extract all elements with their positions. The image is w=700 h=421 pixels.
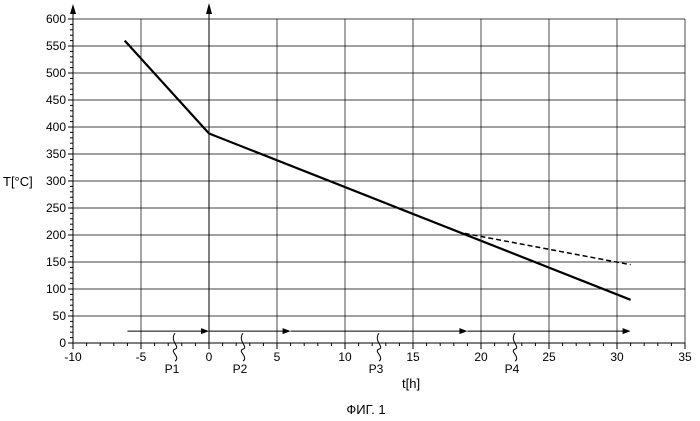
y-tick-label: 450 [46, 93, 66, 107]
x-axis-label: t[h] [402, 376, 420, 391]
period-brace [377, 333, 380, 361]
ticks: -10-505101520253035050100150200250300350… [46, 12, 692, 364]
period-label: P2 [233, 362, 248, 376]
y-tick-label: 400 [46, 120, 66, 134]
period-arrowhead-icon [283, 328, 291, 334]
x-tick-label: 20 [474, 350, 488, 364]
x-tick-label: 35 [678, 350, 692, 364]
figure-caption: ФИГ. 1 [346, 402, 385, 417]
series-line-solid [125, 41, 631, 300]
y-tick-label: 500 [46, 66, 66, 80]
x-tick-label: -5 [136, 350, 147, 364]
y-tick-label: 150 [46, 255, 66, 269]
period-arrowhead-icon [459, 328, 467, 334]
y-tick-label: 300 [46, 174, 66, 188]
y-tick-label: 600 [46, 12, 66, 26]
x-tick-label: 10 [338, 350, 352, 364]
x-tick-label: 0 [206, 350, 213, 364]
y-tick-label: 200 [46, 228, 66, 242]
grid [73, 19, 685, 343]
x-tick-label: 5 [274, 350, 281, 364]
y-tick-label: 550 [46, 39, 66, 53]
period-brace [173, 333, 176, 361]
y-tick-label: 0 [59, 336, 66, 350]
y-tick-label: 100 [46, 282, 66, 296]
period-brace [241, 333, 244, 361]
period-brace [513, 333, 516, 361]
period-label: P1 [165, 362, 180, 376]
y-tick-label: 350 [46, 147, 66, 161]
y-tick-label: 50 [53, 309, 67, 323]
axes [70, 3, 685, 343]
series [125, 41, 631, 300]
x-tick-label: 15 [406, 350, 420, 364]
period-label: P4 [505, 362, 520, 376]
x-tick-label: 30 [610, 350, 624, 364]
y-axis-label: T[°C] [3, 174, 33, 189]
period-arrowhead-icon [623, 328, 631, 334]
y-tick-label: 250 [46, 201, 66, 215]
period-arrowhead-icon [201, 328, 209, 334]
y-axis-zero-arrow-icon [206, 3, 212, 14]
y-axis-arrow-icon [70, 4, 76, 14]
x-tick-label: 25 [542, 350, 556, 364]
series-line-dashed [465, 233, 631, 264]
period-label: P3 [369, 362, 384, 376]
x-tick-label: -10 [64, 350, 82, 364]
